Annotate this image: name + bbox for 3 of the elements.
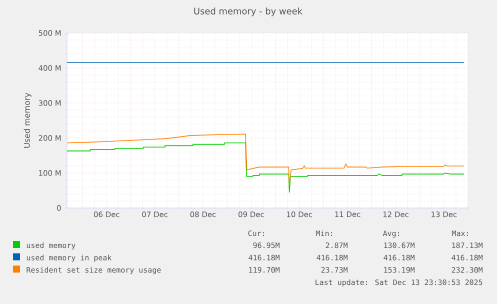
line-series [66,142,464,193]
line-series [66,134,464,186]
chart-title: Used memory - by week [194,8,303,16]
